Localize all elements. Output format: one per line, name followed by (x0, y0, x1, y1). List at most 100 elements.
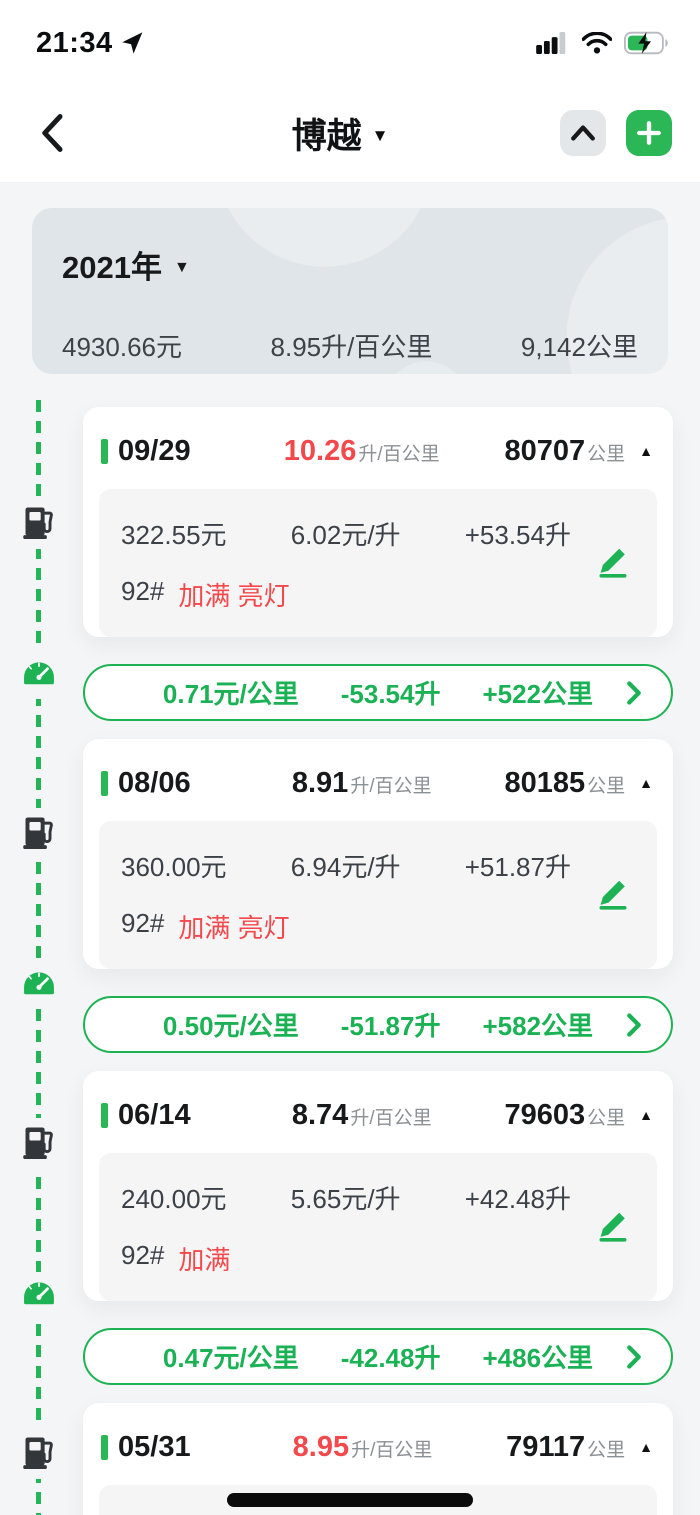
edit-record-button[interactable] (595, 1207, 631, 1248)
record-header: 09/29 10.26 升/百公里 80707 公里 ▲ (83, 433, 673, 469)
year-summary-card: 2021年 ▼ 4930.66元 8.95升/百公里 9,142公里 (32, 208, 668, 374)
interval-cost-per-km: 0.50元/公里 (162, 1011, 299, 1041)
year-selector[interactable]: 2021年 ▼ (62, 242, 190, 287)
avg-consumption: 8.95升/百公里 (270, 332, 433, 362)
record-volume: +53.54升 (464, 520, 571, 550)
total-distance: 9,142公里 (520, 332, 638, 362)
green-tick (101, 770, 108, 796)
collapse-caret-icon[interactable]: ▲ (639, 1107, 653, 1123)
record-detail: 240.00元 5.65元/升 +42.48升 92# 加满 (99, 1153, 657, 1301)
gauge-icon (20, 652, 58, 699)
navigation-bar: 博越 ▼ (0, 104, 700, 162)
consumption-unit: 升/百公里 (358, 443, 440, 465)
collapse-all-button[interactable] (560, 110, 606, 156)
record-volume: +43.59升 (465, 1511, 571, 1515)
fuel-record-card: 09/29 10.26 升/百公里 80707 公里 ▲ 322.55元 6.02元… (83, 407, 673, 637)
fuel-grade: 92# (121, 1240, 165, 1270)
edit-record-button[interactable] (595, 543, 631, 584)
cellular-signal-icon (536, 32, 566, 54)
record-header: 06/14 8.74 升/百公里 79603 公里 ▲ (83, 1097, 673, 1133)
consumption-unit: 升/百公里 (350, 1107, 432, 1129)
record-header: 08/06 8.91 升/百公里 80185 公里 ▲ (83, 765, 673, 801)
plus-icon (637, 121, 661, 145)
interval-volume: -53.54升 (340, 679, 441, 709)
gauge-icon (20, 1272, 58, 1319)
interval-cost-per-km: 0.71元/公里 (162, 679, 299, 709)
record-price: 5.65元/升 (290, 1184, 401, 1214)
home-indicator[interactable] (227, 1493, 473, 1507)
vehicle-title-dropdown[interactable]: 博越 ▼ (120, 108, 560, 159)
add-record-button[interactable] (626, 110, 672, 156)
record-cost: 360.00元 (121, 852, 227, 882)
record-odometer: 80185 (504, 766, 586, 799)
pencil-icon (599, 548, 627, 578)
collapse-caret-icon[interactable]: ▲ (639, 443, 653, 459)
green-tick (101, 1102, 108, 1128)
record-date: 09/29 (118, 434, 191, 467)
record-cost: 322.55元 (121, 520, 227, 550)
edit-record-button[interactable] (595, 875, 631, 916)
gauge-icon (20, 962, 58, 1009)
interval-distance: +522公里 (482, 679, 594, 709)
collapse-caret-icon[interactable]: ▲ (639, 1439, 653, 1455)
odometer-unit: 公里 (587, 443, 626, 465)
record-detail: 360.00元 6.94元/升 +51.87升 92# 加满 亮灯 (99, 821, 657, 969)
interval-summary-pill[interactable]: 0.47元/公里 -42.48升 +486公里 (83, 1328, 673, 1385)
vehicle-name: 博越 (291, 116, 362, 156)
odometer-unit: 公里 (587, 1439, 626, 1461)
back-chevron-icon (42, 114, 63, 152)
chevron-right-icon (627, 680, 641, 705)
year-label: 2021年 (62, 250, 162, 285)
record-consumption: 8.91 (291, 766, 349, 799)
interval-distance: +486公里 (482, 1343, 594, 1373)
summary-stats: 4930.66元 8.95升/百公里 9,142公里 (62, 327, 638, 364)
fuel-pump-icon (22, 498, 56, 549)
status-time: 21:34 (36, 26, 113, 59)
record-date: 05/31 (118, 1430, 191, 1463)
record-volume: +51.87升 (464, 852, 571, 882)
green-tick (101, 1434, 108, 1460)
record-price: 5.41元/升 (291, 1511, 401, 1515)
record-odometer: 79603 (504, 1098, 586, 1131)
collapse-caret-icon[interactable]: ▲ (639, 775, 653, 791)
record-tags: 加满 (178, 1245, 231, 1275)
chevron-right-icon (627, 1012, 641, 1037)
record-price: 6.94元/升 (290, 852, 401, 882)
record-consumption: 8.74 (291, 1098, 349, 1131)
consumption-unit: 升/百公里 (351, 1439, 433, 1461)
interval-volume: -42.48升 (340, 1343, 441, 1373)
fuel-grade: 92# (121, 576, 165, 606)
location-arrow-icon (122, 32, 143, 54)
record-detail: 322.55元 6.02元/升 +53.54升 92# 加满 亮灯 (99, 489, 657, 637)
record-consumption: 8.95 (292, 1430, 350, 1463)
fuel-pump-icon (22, 1118, 56, 1169)
odometer-unit: 公里 (587, 1107, 626, 1129)
record-list: 09/29 10.26 升/百公里 80707 公里 ▲ 322.55元 6.02元… (83, 407, 673, 1515)
status-bar: 21:34 (0, 0, 700, 62)
fuel-pump-icon (22, 808, 56, 859)
total-cost: 4930.66元 (62, 332, 182, 362)
record-date: 06/14 (118, 1098, 191, 1131)
pencil-icon (599, 1212, 627, 1242)
fuel-grade: 92# (121, 908, 165, 938)
chevron-up-icon (571, 125, 595, 141)
record-tags: 加满 亮灯 (178, 913, 290, 943)
pencil-icon (599, 880, 627, 910)
record-consumption: 10.26 (283, 434, 357, 467)
record-price: 6.02元/升 (290, 520, 401, 550)
caret-down-icon: ▼ (173, 258, 190, 276)
record-cost: 240.00元 (121, 1184, 227, 1214)
wifi-icon (582, 32, 612, 54)
fuel-pump-icon (22, 1428, 56, 1479)
chevron-right-icon (627, 1344, 641, 1369)
interval-summary-pill[interactable]: 0.71元/公里 -53.54升 +522公里 (83, 664, 673, 721)
battery-charging-icon (624, 31, 668, 55)
interval-summary-pill[interactable]: 0.50元/公里 -51.87升 +582公里 (83, 996, 673, 1053)
fuel-record-card: 06/14 8.74 升/百公里 79603 公里 ▲ 240.00元 5.65元/… (83, 1071, 673, 1301)
back-button[interactable] (40, 111, 80, 155)
green-tick (101, 438, 108, 464)
record-tags: 加满 亮灯 (178, 581, 290, 611)
consumption-unit: 升/百公里 (350, 775, 432, 797)
interval-distance: +582公里 (482, 1011, 594, 1041)
